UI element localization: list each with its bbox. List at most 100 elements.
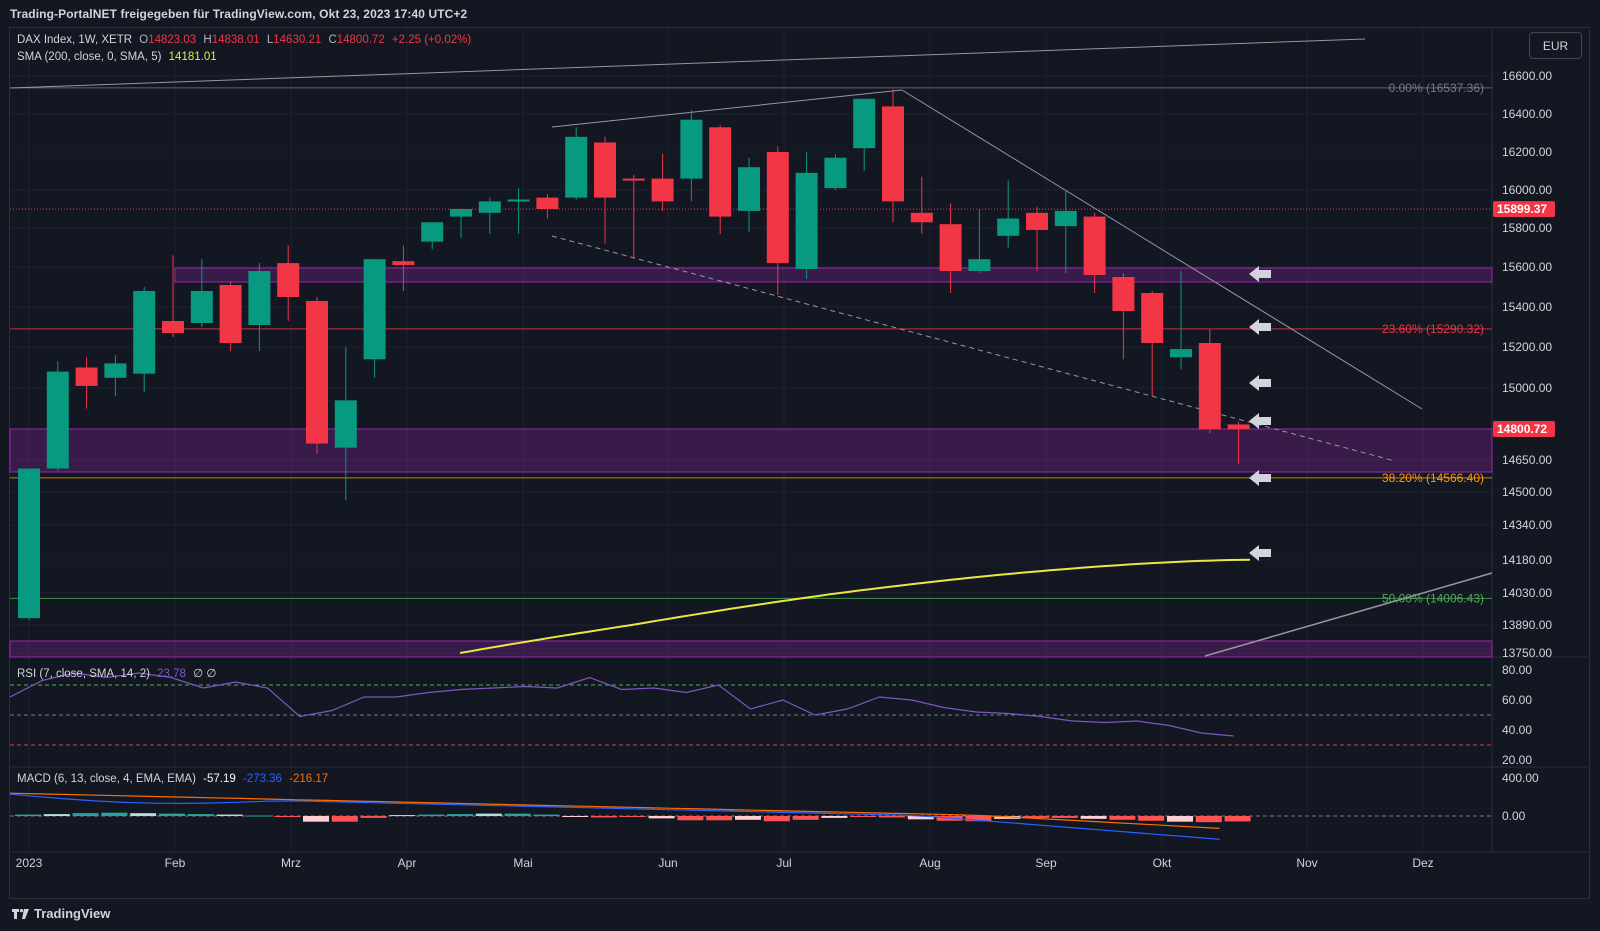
candle-body	[939, 224, 962, 271]
time-tick: Jul	[776, 856, 791, 870]
sma-line	[459, 558, 1251, 654]
fib-label: 0.00% (16537.36)	[1389, 81, 1484, 95]
candle-body	[162, 321, 184, 333]
macd-legend: MACD (6, 13, close, 4, EMA, EMA) -57.19 …	[17, 773, 332, 785]
open-value: 14823.03	[148, 34, 197, 46]
macd-histogram-bar	[43, 814, 70, 816]
macd-histogram-bar	[533, 814, 560, 816]
logo-text: TradingView	[34, 906, 111, 921]
candle-body	[421, 222, 444, 242]
macd-histogram-bar	[907, 816, 934, 820]
fib-label: 50.00% (14006.43)	[1382, 591, 1484, 605]
price-tick: 14500.00	[1502, 485, 1552, 499]
open-label: O	[139, 34, 149, 46]
price-tick: 14650.00	[1502, 453, 1552, 467]
trendline-dashed	[551, 235, 1396, 462]
top-bar: Trading-PortalNET freigegeben für Tradin…	[0, 0, 1600, 26]
price-tick: 14030.00	[1502, 586, 1552, 600]
macd-histogram-bar	[821, 816, 848, 818]
fib-label: 38.20% (14566.40)	[1382, 471, 1484, 485]
macd-histogram-bar	[389, 815, 416, 817]
symbol-name: DAX Index, 1W, XETR	[17, 34, 133, 46]
candle-body	[882, 106, 904, 202]
price-badge-label: 14800.72	[1497, 422, 1547, 436]
macd-histogram-bar	[360, 816, 387, 818]
trendline-support	[1204, 572, 1493, 657]
price-badge	[1493, 201, 1555, 218]
candle-body	[75, 367, 98, 386]
support-zone	[9, 428, 1493, 473]
trendline-down	[901, 89, 1423, 410]
candle-body	[363, 259, 386, 360]
rsi-extra: ∅ ∅	[193, 668, 217, 680]
macd-histogram-bar	[274, 816, 301, 817]
price-tick: 15600.00	[1502, 260, 1552, 274]
candle-body	[392, 261, 415, 266]
currency-button[interactable]: EUR	[1529, 32, 1582, 59]
rsi-value: 23.78	[157, 668, 186, 680]
candle-body	[190, 291, 213, 323]
macd-tick: 0.00	[1502, 809, 1526, 823]
macd-hist-value: -57.19	[203, 773, 236, 785]
candle-body	[738, 167, 760, 211]
bottom-bar	[0, 899, 1600, 931]
candle-body	[46, 371, 69, 469]
candle-body	[277, 263, 300, 297]
candle-body	[478, 201, 501, 213]
time-tick: Aug	[919, 856, 940, 870]
time-tick: 2023	[16, 856, 43, 870]
candle-body	[680, 119, 703, 179]
time-tick: Mrz	[281, 856, 301, 870]
macd-histogram-bar	[677, 816, 704, 821]
candle-body	[997, 218, 1020, 236]
macd-histogram-bar	[245, 815, 272, 817]
macd-signal-line	[9, 792, 1220, 829]
time-tick: Mai	[513, 856, 532, 870]
candle-body	[1083, 216, 1106, 275]
high-value: 14838.01	[211, 34, 260, 46]
sma-value: 14181.01	[168, 51, 217, 63]
candle-body	[1198, 343, 1221, 430]
candle-body	[853, 98, 876, 149]
macd-line	[9, 793, 1220, 840]
candle-body	[910, 212, 933, 223]
low-value: 14630.21	[273, 34, 322, 46]
sma-legend: SMA (200, close, 0, SMA, 5) 14181.01	[17, 51, 221, 63]
time-tick: Okt	[1153, 856, 1172, 870]
candle-body	[507, 199, 530, 202]
macd-histogram-bar	[591, 816, 617, 818]
macd-histogram-bar	[475, 813, 502, 816]
macd-label: MACD (6, 13, close, 4, EMA, EMA)	[17, 773, 196, 785]
macd-histogram-bar	[159, 813, 185, 816]
price-tick: 13750.00	[1502, 646, 1552, 660]
macd-histogram-bar	[1167, 816, 1193, 822]
candle-body	[450, 209, 472, 217]
close-label: C	[328, 34, 337, 46]
macd-signal-value: -216.17	[289, 773, 329, 785]
candle-body	[104, 363, 127, 378]
macd-histogram-bar	[15, 814, 41, 816]
candle-body	[1170, 349, 1192, 358]
close-value: 14800.72	[336, 34, 385, 46]
trendline-top	[551, 89, 903, 128]
macd-histogram-bar	[418, 814, 445, 816]
macd-histogram-bar	[706, 816, 733, 821]
price-tick: 15400.00	[1502, 300, 1552, 314]
macd-histogram-bar	[1138, 816, 1165, 821]
fib-label: 23.60% (15290.32)	[1382, 322, 1484, 336]
time-tick: Dez	[1412, 856, 1433, 870]
time-tick: Feb	[165, 856, 186, 870]
macd-histogram-bar	[1195, 816, 1222, 823]
price-tick: 16000.00	[1502, 183, 1552, 197]
candle-body	[1141, 293, 1164, 343]
high-label: H	[203, 34, 212, 46]
macd-histogram-bar	[303, 816, 329, 822]
macd-histogram-bar	[619, 816, 646, 817]
macd-histogram-bar	[1051, 816, 1078, 818]
level-arrow-icon	[1249, 545, 1271, 561]
level-arrow-icon	[1249, 319, 1271, 335]
macd-histogram-bar	[763, 816, 790, 822]
price-badge	[1493, 420, 1555, 437]
symbol-legend: DAX Index, 1W, XETR O14823.03 H14838.01 …	[17, 34, 475, 46]
